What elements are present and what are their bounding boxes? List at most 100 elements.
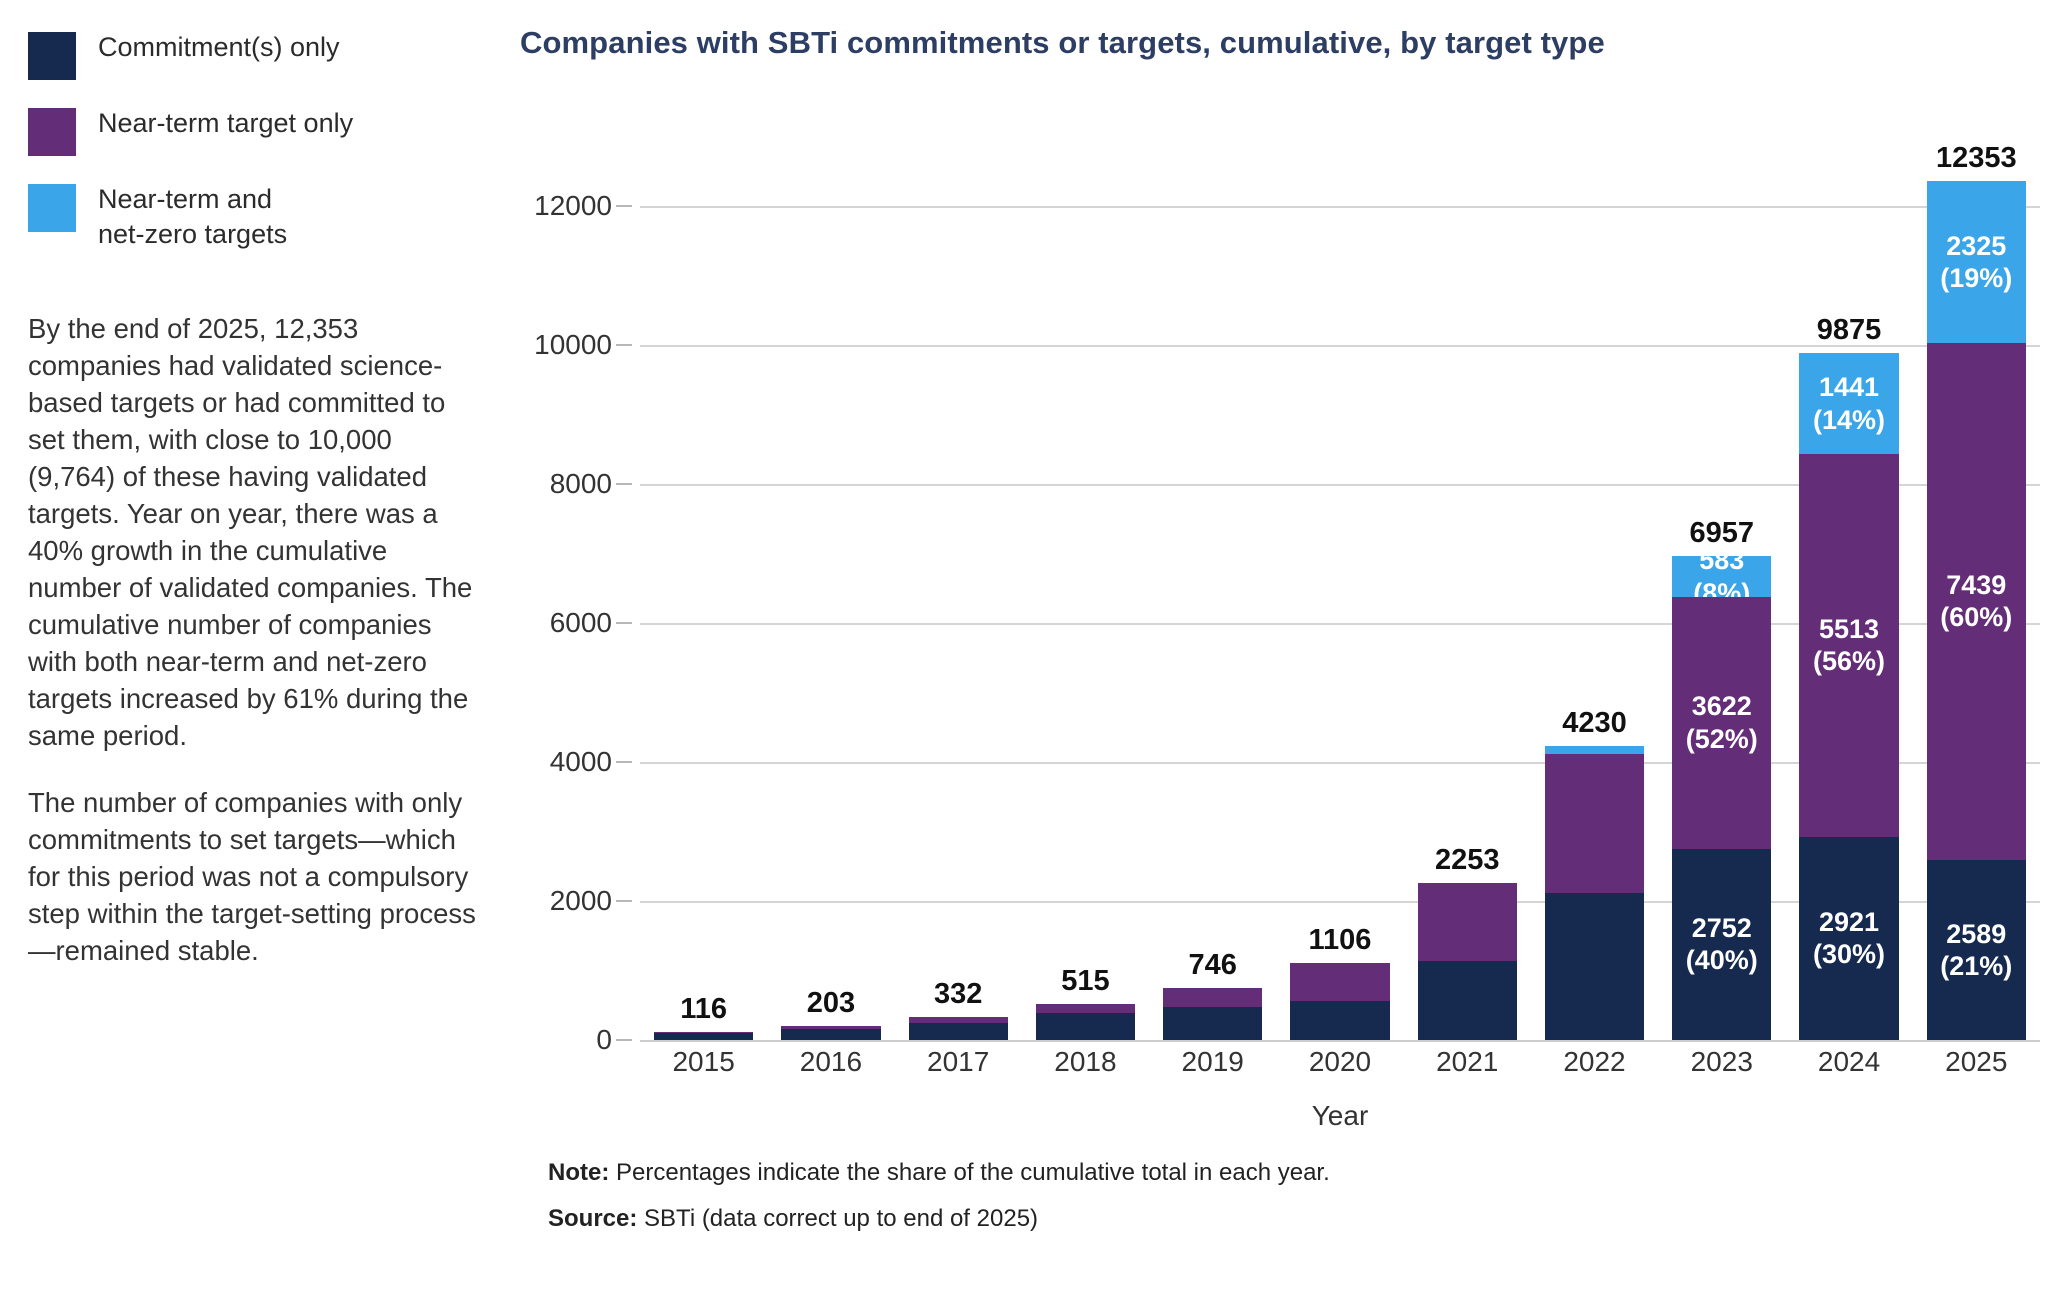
- gridline: [640, 900, 2040, 903]
- chart-plot-area: 0 2000 4000 6000 8000 10000 12000 116 203 332 515…: [520, 142, 2040, 1131]
- stacked-bar[interactable]: 116: [654, 993, 754, 1040]
- bar-slot: 2253: [1404, 150, 1531, 1040]
- bar-segment-label: 2589 (21%): [1940, 918, 2013, 981]
- y-tick-label: 6000: [549, 606, 612, 638]
- bar-slot: 4230: [1531, 150, 1658, 1040]
- bar-segment[interactable]: 5513 (56%): [1799, 453, 1899, 837]
- bar-segment[interactable]: 7439 (60%): [1926, 342, 2026, 860]
- stacked-bar[interactable]: 12353 2325 (19%) 7439 (60%) 2589 (21%): [1926, 142, 2026, 1040]
- stacked-bar[interactable]: 9875 1441 (14%) 5513 (56%) 2921 (30%): [1799, 314, 1899, 1040]
- bar-total-label: 12353: [1935, 142, 2017, 175]
- legend-item-near-term-only: Near-term target only: [28, 106, 498, 156]
- bar-segment[interactable]: [1290, 1001, 1390, 1040]
- bar-group: 116 203 332 515 746 1106 2253 4230 6957 583 (8%) 3…: [640, 142, 2040, 1040]
- stacked-bar[interactable]: 203: [781, 987, 881, 1040]
- source-label: Source:: [548, 1205, 638, 1232]
- bar-slot: 515: [1022, 150, 1149, 1040]
- x-tick-label: 2024: [1817, 1046, 1881, 1077]
- x-tick-label: 2020: [1308, 1046, 1372, 1077]
- y-tick-label: 10000: [534, 328, 612, 360]
- stacked-bar[interactable]: 6957 583 (8%) 3622 (52%) 2752 (40%): [1672, 517, 1772, 1040]
- bar-total-label: 1106: [1308, 924, 1372, 957]
- stacked-bar[interactable]: 746: [1163, 949, 1263, 1040]
- source-line: Source: SBTi (data correct up to end of …: [548, 1201, 1648, 1237]
- bar-slot: 116: [640, 150, 767, 1040]
- bar-slot: 746: [1149, 150, 1276, 1040]
- bar-total-label: 203: [806, 986, 856, 1019]
- bar-total-label: 515: [1061, 965, 1110, 998]
- bar-segment[interactable]: [908, 1022, 1008, 1040]
- bar-segment[interactable]: [1544, 745, 1645, 755]
- bar-slot: 12353 2325 (19%) 7439 (60%) 2589 (21%): [1913, 142, 2040, 1040]
- legend-swatch-icon-near-term-only: [28, 108, 76, 156]
- stacked-bar[interactable]: 4230: [1544, 707, 1645, 1040]
- bar-segment[interactable]: 2752 (40%): [1672, 848, 1772, 1040]
- y-tick-mark: [616, 204, 632, 207]
- bar-segment[interactable]: [908, 1016, 1008, 1023]
- stacked-bar[interactable]: 515: [1035, 965, 1136, 1040]
- bar-total-label: 4230: [1562, 706, 1627, 739]
- stacked-bar[interactable]: 332: [908, 978, 1008, 1040]
- note-label: Note:: [548, 1159, 610, 1186]
- y-tick-label: 12000: [534, 189, 612, 221]
- bar-segment-label: 2325 (19%): [1940, 230, 2013, 293]
- bar-segment[interactable]: 2325 (19%): [1926, 181, 2026, 343]
- bar-segment[interactable]: 2921 (30%): [1799, 836, 1899, 1040]
- bar-segment[interactable]: 2589 (21%): [1926, 859, 2026, 1040]
- bar-segment-label: 2921 (30%): [1813, 907, 1886, 970]
- y-tick-mark: [616, 760, 632, 763]
- bar-segment[interactable]: [1035, 1012, 1136, 1040]
- bar-slot: 332: [895, 150, 1022, 1040]
- bar-segment[interactable]: [654, 1032, 754, 1040]
- bar-slot: 203: [767, 150, 894, 1040]
- plot-canvas: 116 203 332 515 746 1106 2253 4230 6957 583 (8%) 3…: [640, 142, 2040, 1042]
- bar-segment[interactable]: [781, 1025, 881, 1030]
- x-tick-label: 2025: [1945, 1046, 2008, 1077]
- bar-total-label: 9875: [1816, 314, 1882, 347]
- y-tick-mark: [616, 1039, 632, 1041]
- gridline: [640, 205, 2040, 208]
- x-tick-label: 2022: [1563, 1046, 1626, 1077]
- bar-segment[interactable]: [1163, 1006, 1263, 1040]
- note-line: Note: Percentages indicate the share of …: [548, 1155, 1648, 1191]
- bar-segment[interactable]: [781, 1029, 881, 1040]
- bar-segment[interactable]: [1544, 754, 1645, 893]
- x-tick-label: 2018: [1054, 1046, 1117, 1077]
- chart-title: Companies with SBTi commitments or targe…: [520, 25, 1605, 60]
- bar-total-label: 746: [1188, 949, 1237, 982]
- x-tick-label: 2016: [799, 1046, 863, 1077]
- bar-segment[interactable]: [1417, 961, 1517, 1040]
- gridline: [640, 622, 2040, 625]
- bar-segment[interactable]: [654, 1031, 754, 1033]
- legend-label-near-term-only: Near-term target only: [98, 108, 354, 138]
- bar-segment[interactable]: 3622 (52%): [1672, 596, 1772, 849]
- left-column: Commitment(s) only Near-term target only…: [28, 30, 498, 1000]
- y-tick-label: 4000: [549, 745, 612, 777]
- stacked-bar[interactable]: 2253: [1417, 844, 1517, 1040]
- bar-segment[interactable]: 583 (8%): [1672, 545, 1772, 608]
- source-text: SBTi (data correct up to end of 2025): [644, 1205, 1039, 1232]
- bar-segment[interactable]: [1035, 1004, 1136, 1013]
- y-tick-mark: [616, 482, 632, 485]
- x-tick-label: 2019: [1181, 1046, 1244, 1077]
- y-tick-mark: [616, 899, 632, 902]
- chart-footnotes: Note: Percentages indicate the share of …: [548, 1155, 1648, 1247]
- bar-segment[interactable]: [1290, 963, 1390, 1002]
- x-axis-tick-labels: 2015 2016 2017 2018 2019 2020 2021 2022 2023 2024…: [640, 1046, 2040, 1078]
- bar-slot: 9875 1441 (14%) 5513 (56%) 2921 (30%): [1785, 150, 1912, 1040]
- legend-item-commitments-only: Commitment(s) only: [28, 30, 498, 80]
- narrative-paragraph-2: The number of companies with only commit…: [28, 786, 476, 966]
- bar-segment[interactable]: [1417, 883, 1517, 962]
- x-tick-label: 2021: [1436, 1046, 1499, 1077]
- bar-segment[interactable]: [1544, 892, 1645, 1040]
- y-tick-mark: [616, 621, 632, 624]
- bar-segment[interactable]: 1441 (14%): [1799, 353, 1899, 454]
- x-axis-baseline: [640, 1040, 2040, 1042]
- gridline: [640, 761, 2040, 764]
- gridline: [640, 344, 2040, 347]
- x-tick-label: 2015: [672, 1046, 735, 1077]
- y-tick-label: 0: [596, 1024, 612, 1055]
- stacked-bar[interactable]: 1106: [1290, 924, 1390, 1040]
- legend-swatch-icon-near-term-and-net-zero: [28, 184, 76, 232]
- bar-segment[interactable]: [1163, 988, 1263, 1007]
